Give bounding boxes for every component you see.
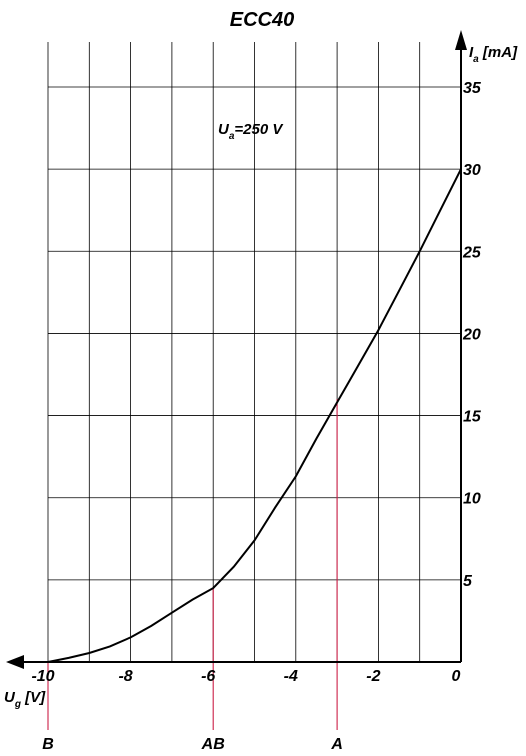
x-axis-arrow	[6, 655, 24, 669]
y-tick-labels: 5 10 15 20 25 30 35	[462, 80, 482, 590]
x-tick-label: -6	[201, 668, 215, 685]
operating-point-label: B	[42, 736, 54, 753]
x-tick-label: -4	[284, 668, 298, 685]
y-tick-label: 15	[463, 409, 482, 426]
operating-point-labels: B AB A	[42, 736, 343, 753]
y-axis-arrow	[455, 30, 467, 50]
axes	[6, 30, 467, 669]
operating-point-label: AB	[201, 736, 225, 753]
x-tick-label: -2	[366, 668, 380, 685]
chart-title: ECC40	[230, 9, 294, 31]
y-tick-label: 25	[462, 244, 482, 261]
x-axis-label: Ug [V]	[4, 689, 46, 710]
y-axis-label: Ia [mA]	[469, 44, 518, 65]
y-tick-label: 20	[462, 326, 481, 343]
operating-point-label: A	[330, 736, 343, 753]
operating-point-lines	[47, 399, 338, 730]
y-tick-label: 30	[463, 162, 481, 179]
transfer-curve	[47, 168, 462, 663]
plate-voltage-annotation: Ua=250 V	[218, 121, 284, 142]
x-tick-label: -10	[31, 668, 54, 685]
y-tick-label: 35	[463, 80, 482, 97]
y-tick-label: 10	[463, 491, 481, 508]
x-tick-label: 0	[452, 668, 461, 685]
x-tick-labels: -10 -8 -6 -4 -2 0	[31, 668, 460, 685]
x-tick-label: -8	[118, 668, 132, 685]
y-tick-label: 5	[463, 573, 473, 590]
